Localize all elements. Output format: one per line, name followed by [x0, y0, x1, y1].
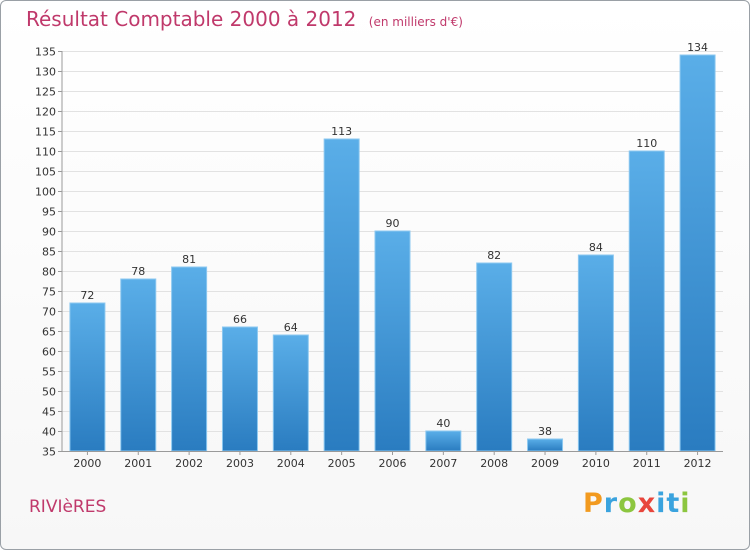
- x-tick-label-2000: 2000: [73, 457, 101, 470]
- bar-2004: [272, 334, 309, 452]
- proxiti-logo: Proxiti: [583, 488, 691, 519]
- y-tick-label: 95: [42, 206, 56, 219]
- y-tick-label: 70: [42, 306, 56, 319]
- value-label-2010: 84: [589, 241, 603, 254]
- y-axis: 35 40 45 50 55 60 65 70 75 80 85 90 95 100 105 110 115 12…: [35, 46, 63, 459]
- y-tick-label: 50: [42, 386, 56, 399]
- bar-2005: [323, 138, 360, 452]
- value-label-2006: 90: [386, 217, 400, 230]
- commune-name: RIVIèRES: [29, 497, 107, 517]
- x-tick-label-2004: 2004: [277, 457, 305, 470]
- value-label-2011: 110: [636, 137, 657, 150]
- bar-2009: [527, 438, 564, 452]
- y-tick-label: 85: [42, 246, 56, 259]
- y-tick-label: 125: [35, 86, 56, 99]
- x-tick-label-2005: 2005: [328, 457, 356, 470]
- bar-2002: [171, 266, 208, 452]
- value-label-2007: 40: [436, 417, 450, 430]
- value-label-2003: 66: [233, 313, 247, 326]
- y-tick-label: 35: [42, 446, 56, 459]
- value-label-2008: 82: [487, 249, 501, 262]
- value-label-2009: 38: [538, 425, 552, 438]
- y-tick-label: 65: [42, 326, 56, 339]
- x-tick-label-2009: 2009: [531, 457, 559, 470]
- value-label-2002: 81: [182, 253, 196, 266]
- y-tick-label: 130: [35, 66, 56, 79]
- chart-title: Résultat Comptable 2000 à 2012 (en milli…: [26, 7, 463, 31]
- y-tick-label: 55: [42, 366, 56, 379]
- x-tick-label-2001: 2001: [124, 457, 152, 470]
- x-axis: 2000 2001 2002 2003 2004 2005 2006 2007 2008 2009…: [62, 451, 723, 470]
- x-tick-label-2002: 2002: [175, 457, 203, 470]
- bar-2012: [679, 54, 716, 452]
- x-tick-label-2006: 2006: [379, 457, 407, 470]
- x-tick-label-2008: 2008: [480, 457, 508, 470]
- y-tick-label: 40: [42, 426, 56, 439]
- x-tick-label-2003: 2003: [226, 457, 254, 470]
- chart-subtitle: (en milliers d'€): [368, 15, 463, 29]
- y-tick-label: 120: [35, 106, 56, 119]
- y-tick-label: 60: [42, 346, 56, 359]
- x-tick-label-2007: 2007: [429, 457, 457, 470]
- y-tick-label: 100: [35, 186, 56, 199]
- y-tick-label: 75: [42, 286, 56, 299]
- y-tick-label: 105: [35, 166, 56, 179]
- bar-2007: [425, 430, 462, 452]
- y-tick-label: 135: [35, 46, 56, 59]
- bar-2010: [577, 254, 614, 452]
- value-label-2012: 134: [687, 41, 708, 54]
- y-tick-label: 90: [42, 226, 56, 239]
- value-labels: 72 78 81 66 64 113 90 40 82 38 84 110 134: [80, 41, 708, 438]
- bar-2003: [221, 326, 258, 452]
- bar-2011: [628, 150, 665, 452]
- y-tick-label: 110: [35, 146, 56, 159]
- value-label-2000: 72: [80, 289, 94, 302]
- value-label-2004: 64: [284, 321, 298, 334]
- x-tick-label-2012: 2012: [684, 457, 712, 470]
- y-tick-label: 115: [35, 126, 56, 139]
- value-label-2005: 113: [331, 125, 352, 138]
- y-tick-label: 45: [42, 406, 56, 419]
- x-tick-label-2011: 2011: [633, 457, 661, 470]
- y-tick-label: 80: [42, 266, 56, 279]
- bar-2001: [120, 278, 157, 452]
- x-tick-label-2010: 2010: [582, 457, 610, 470]
- bar-2000: [69, 302, 106, 452]
- bar-2008: [476, 262, 513, 452]
- chart-title-text: Résultat Comptable 2000 à 2012: [26, 7, 357, 31]
- bar-2006: [374, 230, 411, 452]
- bars: [69, 54, 716, 452]
- value-label-2001: 78: [131, 265, 145, 278]
